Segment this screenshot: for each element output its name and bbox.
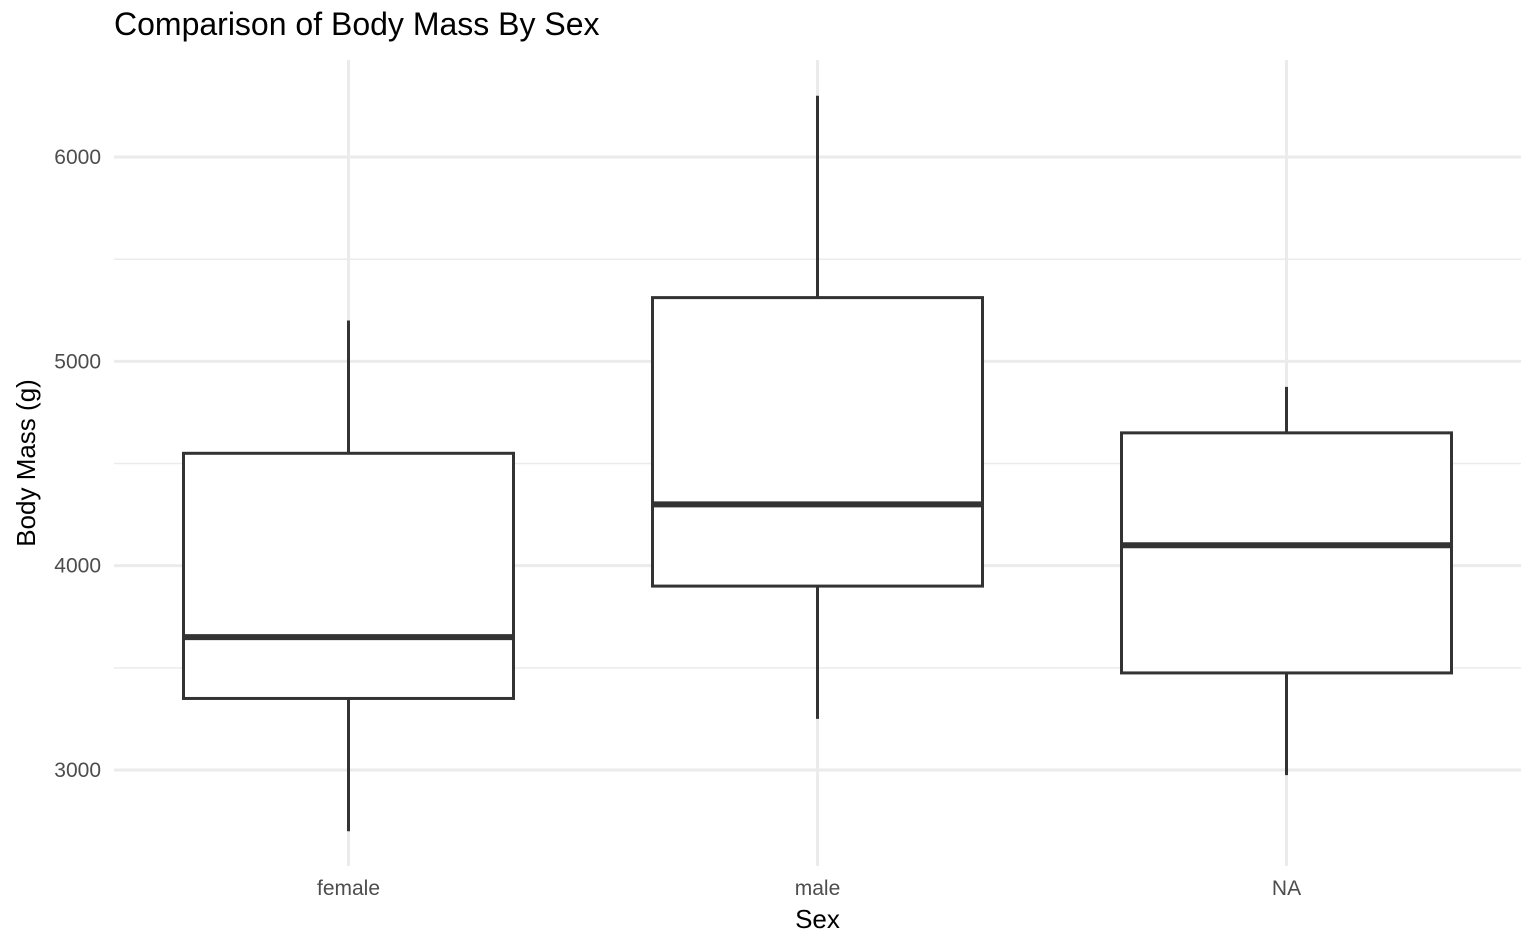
x-tick-label: male xyxy=(795,877,841,900)
box-male xyxy=(651,95,984,719)
box-NA xyxy=(1120,386,1453,776)
box-iqr xyxy=(651,296,984,588)
y-tick-label: 4000 xyxy=(54,555,101,578)
y-axis-title: Body Mass (g) xyxy=(11,379,41,547)
y-tick-label: 6000 xyxy=(54,146,101,169)
chart-title: Comparison of Body Mass By Sex xyxy=(114,6,600,42)
box-female xyxy=(182,320,515,832)
x-tick-label: female xyxy=(317,877,380,900)
boxes xyxy=(182,95,1453,832)
x-axis-title: Sex xyxy=(795,904,840,934)
y-tick-label: 3000 xyxy=(54,759,101,782)
y-tick-label: 5000 xyxy=(54,350,101,373)
x-axis-ticks: female male NA xyxy=(317,877,1301,900)
box-iqr xyxy=(182,451,515,700)
y-axis-ticks: 3000 4000 5000 6000 xyxy=(54,146,101,782)
box-iqr xyxy=(1120,431,1453,675)
x-tick-label: NA xyxy=(1272,877,1301,900)
